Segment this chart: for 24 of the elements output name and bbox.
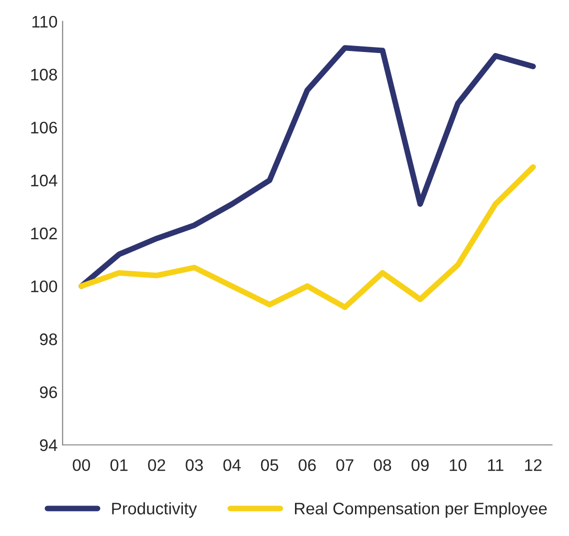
x-tick-label: 06 xyxy=(298,459,316,472)
x-tick-label: 09 xyxy=(412,459,429,472)
y-tick-label: 102 xyxy=(31,228,57,240)
x-tick-label: 03 xyxy=(186,459,203,472)
x-tick-label: 00 xyxy=(72,459,90,472)
y-tick-label: 98 xyxy=(40,333,58,346)
y-tick-label: 100 xyxy=(31,280,58,292)
legend-label: Productivity xyxy=(112,502,197,518)
x-tick-label: 12 xyxy=(525,459,542,471)
x-tick-label: 02 xyxy=(148,459,166,472)
x-tick-label: 08 xyxy=(374,459,392,472)
y-tick-label: 104 xyxy=(31,174,58,186)
x-tick-label: 07 xyxy=(336,459,354,472)
x-tick-label: 11 xyxy=(488,459,504,471)
legend-label: Real Compensation per Employee xyxy=(294,502,547,518)
y-tick-label: 96 xyxy=(40,386,57,398)
y-tick-label: 94 xyxy=(40,439,58,452)
x-tick-label: 01 xyxy=(110,459,128,472)
y-tick-label: 108 xyxy=(31,68,58,81)
x-tick-label: 10 xyxy=(450,459,466,472)
y-tick-label: 110 xyxy=(32,16,58,28)
x-tick-label: 04 xyxy=(223,459,241,472)
y-tick-label: 106 xyxy=(31,122,57,134)
x-tick-label: 05 xyxy=(261,459,278,472)
